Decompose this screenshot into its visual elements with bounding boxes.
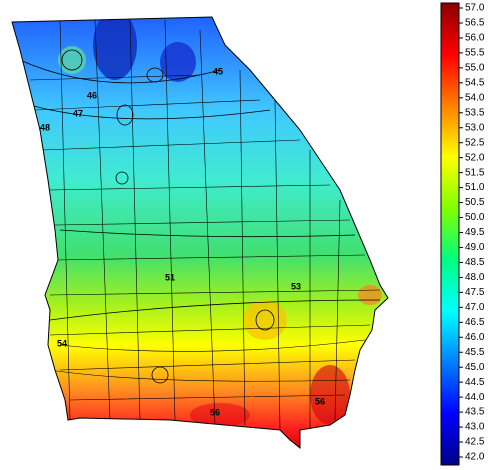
colorbar-fill: [440, 2, 460, 466]
contour-label: 56: [315, 396, 325, 406]
warm-spot: [358, 285, 382, 305]
contour-label: 51: [165, 272, 175, 282]
colorbar-tick-label: 44.5: [465, 377, 485, 388]
contour-label: 56: [210, 407, 220, 417]
warm-spot: [190, 403, 250, 427]
contour-label: 47: [73, 108, 83, 118]
colorbar-tick-label: 52.0: [465, 152, 485, 163]
cold-spot: [160, 42, 196, 82]
colorbar-tick-label: 54.5: [465, 77, 485, 88]
colorbar-tick-label: 47.5: [465, 287, 485, 298]
colorbar-tick-label: 53.0: [465, 122, 485, 133]
contour-label: 46: [87, 90, 97, 100]
colorbar-tick-label: 50.5: [465, 197, 485, 208]
colorbar-tick-label: 42.5: [465, 437, 485, 448]
warm-spot: [243, 300, 287, 340]
cold-spot: [93, 17, 137, 80]
colorbar-tick-label: 56.0: [465, 33, 485, 44]
colorbar-tick-label: 46.0: [465, 332, 485, 343]
colorbar-tick-label: 44.0: [465, 392, 485, 403]
contour-label: 54: [57, 338, 67, 348]
colorbar-tick-label: 54.0: [465, 92, 485, 103]
contours: [19, 49, 381, 384]
colorbar-tick-label: 49.0: [465, 242, 485, 253]
colorbar-tick-label: 53.5: [465, 107, 485, 118]
colorbar-tick-label: 51.5: [465, 167, 485, 178]
colorbar-tick-label: 51.0: [465, 182, 485, 193]
contour-label: 45: [213, 66, 223, 76]
colorbar-tick-label: 48.5: [465, 257, 485, 268]
colorbar-tick-label: 57.0: [465, 3, 485, 14]
colorbar-tick-label: 50.0: [465, 212, 485, 223]
colorbar-tick-label: 56.5: [465, 18, 485, 29]
colorbar-tick-label: 48.0: [465, 272, 485, 283]
map: [12, 17, 388, 448]
colorbar-tick-label: 49.5: [465, 227, 485, 238]
colorbar-tick-label: 45.5: [465, 347, 485, 358]
colorbar-tick-label: 55.0: [465, 63, 485, 74]
colorbar-tick-label: 42.0: [465, 452, 485, 463]
county-lines: [29, 19, 381, 431]
colorbar-tick-label: 52.5: [465, 137, 485, 148]
colorbar-tick-label: 47.0: [465, 302, 485, 313]
colorbar-tick-label: 43.5: [465, 407, 485, 418]
colorbar: 42.0 42.5 43.0 43.5 44.0 44.5 45.0 45.5 46.0 46.5…: [440, 2, 485, 466]
colorbar-tick-label: 45.0: [465, 362, 485, 373]
colorbar-tick-label: 55.5: [465, 48, 485, 59]
colorbar-tick-label: 46.5: [465, 317, 485, 328]
contour-label: 53: [291, 281, 301, 291]
colorbar-tick-label: 43.0: [465, 422, 485, 433]
contour-label: 48: [40, 122, 50, 132]
